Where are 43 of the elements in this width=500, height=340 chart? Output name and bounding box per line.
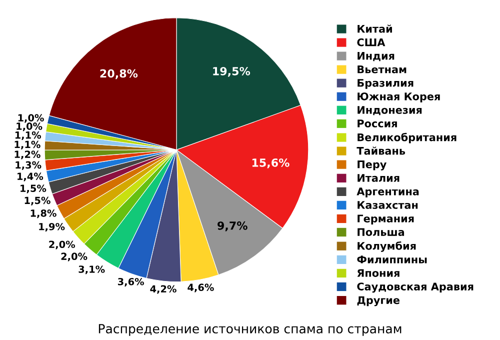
legend-label: Бразилия: [358, 79, 414, 89]
data-label: 9,7%: [218, 221, 248, 232]
legend-label: Великобритания: [358, 132, 456, 144]
data-label: 15,6%: [252, 158, 290, 168]
legend-label: США: [357, 38, 386, 46]
data-label: 1,3%: [16, 161, 42, 170]
text: Распределение источников спама по странам: [98, 324, 402, 336]
data-label: 1,9%: [39, 222, 65, 232]
legend-label: Россия: [358, 120, 397, 128]
data-label: 20,8%: [100, 69, 138, 80]
data-label: 2,0%: [49, 240, 76, 250]
data-label: 1,0%: [16, 122, 42, 132]
legend-label: Саудовская Аравия: [357, 282, 474, 293]
legend-label: Колумбия: [358, 241, 416, 252]
legend-label: Другие: [357, 296, 400, 306]
data-label: 2,0%: [61, 252, 88, 262]
legend-label: Индия: [358, 52, 394, 62]
data-label: 4,2%: [150, 285, 176, 294]
legend-label: Япония: [357, 269, 400, 277]
legend-label: Китай: [358, 24, 392, 33]
legend-label: Тайвань: [356, 146, 406, 155]
legend-label: Вьетнам: [358, 66, 406, 74]
legend-label: Польша: [358, 228, 404, 236]
data-label: 19,5%: [213, 66, 250, 77]
legend-label: Перу: [358, 160, 387, 170]
data-label: 3,1%: [78, 266, 105, 274]
data-label: 1,4%: [18, 172, 44, 182]
data-label: 1,0%: [18, 114, 44, 123]
data-label: 1,5%: [20, 184, 46, 194]
legend-label: Германия: [358, 214, 414, 224]
legend-label: Италия: [358, 174, 400, 182]
data-label: 4,6%: [188, 284, 214, 292]
data-label: 1,1%: [15, 131, 42, 140]
legend-label: Казахстан: [358, 201, 418, 209]
data-label: 1,5%: [24, 196, 50, 206]
legend-label: Аргентина: [356, 188, 419, 198]
data-label: 3,6%: [118, 278, 144, 287]
data-label: 1,2%: [14, 150, 40, 160]
legend-label: Филиппины: [357, 256, 427, 264]
legend-label: Южная Корея: [358, 92, 440, 102]
data-label: 1,1%: [14, 140, 40, 150]
legend-label: Индонезия: [358, 106, 422, 116]
data-label: 1,8%: [30, 209, 56, 218]
